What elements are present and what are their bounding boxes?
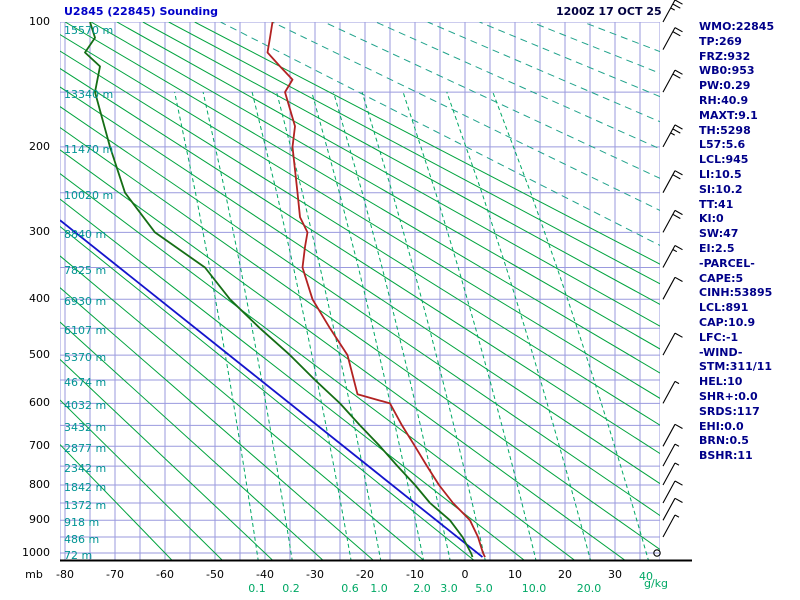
stat-line: EHI:0.0 [699, 419, 744, 433]
pressure-label: 100 [29, 15, 50, 28]
temp-axis-label: 10 [508, 568, 522, 581]
stat-line: KI:0 [699, 212, 724, 226]
height-label: 6930 m [64, 295, 107, 308]
stat-line: LFC:-1 [699, 330, 739, 344]
stat-line: LCL:945 [699, 153, 749, 167]
stat-line: WB0:953 [699, 64, 755, 78]
stat-line: SW:47 [699, 227, 739, 241]
page-title: U2845 (22845) Sounding [64, 5, 219, 18]
stat-line: BSHR:11 [699, 449, 753, 463]
temp-axis-label: -50 [206, 568, 224, 581]
stat-line: CINH:53895 [699, 286, 773, 300]
stat-line: SHR+:0.0 [699, 389, 758, 403]
height-label: 1842 m [64, 481, 107, 494]
stat-line: TH:5298 [699, 123, 751, 137]
stat-line: BRN:0.5 [699, 434, 749, 448]
height-label: 13340 m [64, 88, 114, 101]
stat-line: -PARCEL- [699, 256, 755, 270]
height-label: 486 m [64, 533, 100, 546]
dashed-adiabat-lines [220, 22, 660, 247]
mixing-ratio-label: 10.0 [521, 582, 547, 595]
mixing-unit-label: g/kg [644, 577, 669, 590]
height-label: 4032 m [64, 399, 107, 412]
parcel-line [60, 219, 484, 558]
wind-barb-column [653, 0, 683, 557]
height-label: 918 m [64, 516, 100, 529]
temp-axis-label: 0 [461, 568, 469, 581]
pressure-label: 500 [29, 348, 50, 361]
mixing-ratio-label: 0.6 [341, 582, 359, 595]
height-label: 6107 m [64, 324, 107, 337]
pressure-label: 1000 [22, 546, 50, 559]
stat-line: CAPE:5 [699, 271, 744, 285]
height-label: 11470 m [64, 143, 114, 156]
height-label: 7825 m [64, 264, 107, 277]
grid-lines [60, 22, 660, 560]
temp-axis-label: -10 [406, 568, 424, 581]
stat-line: TP:269 [699, 34, 742, 48]
mixing-ratio-label: 0.1 [248, 582, 266, 595]
pressure-label: 200 [29, 140, 50, 153]
temp-axis-label: -70 [106, 568, 124, 581]
mixing-ratio-label: 40 [639, 570, 653, 583]
stat-line: STM:311/11 [699, 360, 773, 374]
temp-axis-label: -30 [306, 568, 324, 581]
temp-axis-label: -20 [356, 568, 374, 581]
height-label: 2342 m [64, 462, 107, 475]
temperature-curve [266, 22, 486, 558]
height-label: 10020 m [64, 189, 114, 202]
mixing-ratio-lines [174, 91, 649, 560]
mixing-ratio-label: 3.0 [440, 582, 458, 595]
stat-line: RH:40.9 [699, 93, 749, 107]
stat-line: LCL:891 [699, 301, 749, 315]
height-label: 15570 m [64, 24, 114, 37]
mixing-ratio-label: 1.0 [370, 582, 388, 595]
temp-axis-label: 20 [558, 568, 572, 581]
temp-axis-label: -60 [156, 568, 174, 581]
height-label: 2877 m [64, 442, 107, 455]
stat-line: -WIND- [699, 345, 743, 359]
height-label: 1372 m [64, 499, 107, 512]
pressure-label: 700 [29, 439, 50, 452]
pressure-label: 900 [29, 513, 50, 526]
dry-adiabat-lines [60, 22, 660, 560]
datetime-label: 1200Z 17 OCT 25 [556, 5, 662, 18]
pressure-label: 400 [29, 292, 50, 305]
stat-line: MAXT:9.1 [699, 108, 758, 122]
stat-line: SRDS:117 [699, 404, 760, 418]
dewpoint-curve [84, 22, 474, 558]
mixing-ratio-label: 20.0 [576, 582, 602, 595]
stat-line: EI:2.5 [699, 241, 735, 255]
stat-line: SI:10.2 [699, 182, 743, 196]
stats-panel: WMO:22845 TP:269 FRZ:932 WB0:953 PW:0.29 RH:4… [699, 20, 774, 464]
mixing-ratio-label: 2.0 [413, 582, 431, 595]
stat-line: L57:5.6 [699, 138, 746, 152]
temp-axis-label: -40 [256, 568, 274, 581]
height-label: 4674 m [64, 376, 107, 389]
height-label: 3432 m [64, 421, 107, 434]
temp-axis-label: 30 [608, 568, 622, 581]
stat-line: FRZ:932 [699, 49, 751, 63]
mixing-ratio-label: 5.0 [475, 582, 493, 595]
stat-line: WMO:22845 [699, 20, 775, 33]
stat-line: PW:0.29 [699, 79, 751, 93]
pressure-label: 800 [29, 478, 50, 491]
temp-axis-label: -80 [56, 568, 74, 581]
stat-line: TT:41 [699, 197, 734, 211]
stat-line: HEL:10 [699, 375, 743, 389]
stat-line: LI:10.5 [699, 167, 742, 181]
pressure-unit-label: mb [25, 568, 43, 581]
mixing-ratio-label: 0.2 [282, 582, 300, 595]
height-label: 5370 m [64, 351, 107, 364]
pressure-label: 300 [29, 225, 50, 238]
height-label: 72 m [64, 549, 93, 562]
pressure-label: 600 [29, 396, 50, 409]
height-label: 8840 m [64, 228, 107, 241]
stat-line: CAP:10.9 [699, 315, 756, 329]
